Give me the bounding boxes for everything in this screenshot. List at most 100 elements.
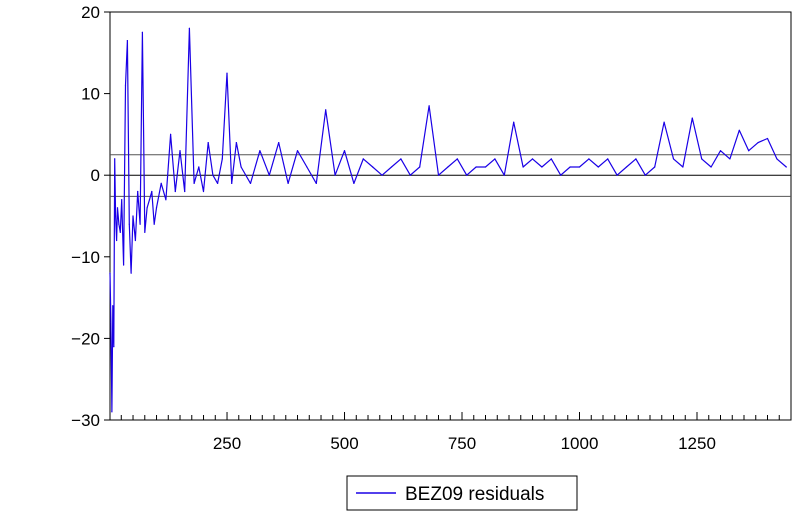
data-point [503,174,505,176]
data-point [235,142,237,144]
data-point [531,158,534,160]
data-point [522,166,524,168]
data-point [776,158,778,160]
legend-box [346,475,578,511]
series-group [109,27,787,413]
y-tick-label: −30 [71,411,100,430]
data-point [110,321,112,323]
data-point [550,158,552,160]
data-point [139,223,141,225]
data-point [119,231,121,233]
data-point [663,121,665,123]
data-point [672,158,675,160]
y-tick-label: 20 [81,3,100,22]
data-point [121,199,123,201]
x-tick-label: 750 [448,434,476,453]
y-tick-label: −20 [71,329,100,348]
data-point [112,305,114,307]
y-tick-label: 10 [81,85,100,104]
data-point [116,239,118,242]
data-point [494,158,496,160]
data-point [165,199,167,201]
data-point [174,190,176,193]
data-point [240,166,242,168]
data-point [560,174,562,176]
data-point [748,150,750,152]
data-point [475,166,477,168]
data-point [390,166,393,168]
data-point [202,190,205,193]
data-point [578,166,581,168]
data-point [170,133,172,135]
data-point [193,182,195,184]
data-point [111,411,113,413]
data-point [114,158,116,160]
data-point [654,166,656,168]
data-point [259,150,261,152]
data-point [625,166,628,168]
data-point [184,190,186,193]
data-point [315,182,317,184]
data-point [541,166,543,168]
data-point [296,150,299,152]
data-point [198,166,200,168]
data-point [597,166,599,168]
data-point [231,182,233,184]
data-point [160,182,162,184]
data-point [123,264,125,266]
y-tick-label: 0 [91,166,100,185]
data-point [484,166,487,168]
data-point [353,182,355,184]
data-point [682,166,684,168]
data-point [400,158,402,160]
data-point [126,40,128,42]
data-point [130,272,132,274]
data-point [179,150,181,152]
data-point [372,166,374,168]
data-point [134,239,136,242]
data-point [155,207,158,209]
data-point [212,174,214,176]
data-point [569,166,571,168]
legend: BEZ09 residuals [346,475,578,511]
x-tick-label: 250 [213,434,241,453]
data-point [137,190,139,193]
data-point [113,346,115,348]
data-point [146,207,148,209]
x-axis: 250 500 750 1000 1250 [120,412,792,453]
data-point [719,150,722,152]
data-point [766,137,769,140]
data-point [141,31,143,33]
x-tick-label: 500 [330,434,358,453]
data-point [362,158,364,160]
data-point [249,182,252,184]
data-point [343,150,346,152]
data-point [278,142,280,144]
data-point [466,174,468,176]
data-point [701,158,703,160]
data-point [144,231,146,233]
data-point [325,109,327,111]
data-point [588,158,590,160]
x-tick-label: 1250 [678,434,716,453]
data-point [132,215,134,217]
data-point [409,174,411,176]
plot-frame [109,11,792,421]
data-point [691,117,693,119]
data-point [268,174,270,176]
y-axis: 20 10 0 −10 −20 −30 [71,3,110,430]
data-point [115,215,117,217]
data-point [437,174,440,176]
data-point [729,158,731,160]
data-point [124,84,127,86]
data-point [381,174,383,176]
data-point [109,272,111,274]
data-point [118,223,120,225]
x-tick-label: 1000 [561,434,599,453]
data-point [226,72,228,74]
data-point [738,129,740,131]
data-point [635,158,637,160]
data-point [151,190,153,193]
data-point [306,166,308,168]
